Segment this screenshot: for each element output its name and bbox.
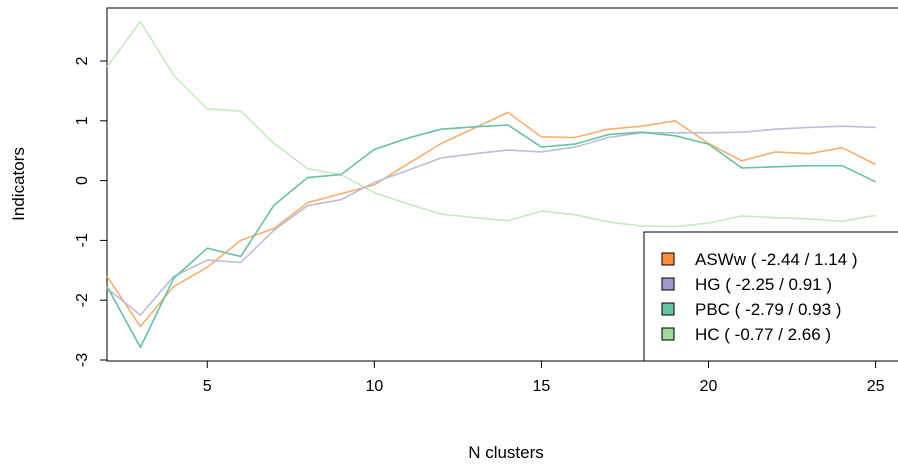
legend-swatch (661, 252, 675, 266)
legend-swatch (661, 327, 675, 341)
plot-frame (106, 7, 898, 362)
x-tick-label: 20 (700, 378, 718, 395)
x-tick-label: 10 (365, 378, 383, 395)
legend-label: PBC ( -2.79 / 0.93 ) (695, 300, 841, 319)
chart-axes: 5 10 15 20 25 -3 -2 -1 0 1 2 (74, 7, 898, 395)
series-lines (106, 20, 876, 349)
legend: ASWw ( -2.44 / 1.14 ) HG ( -2.25 / 0.91 )… (643, 231, 898, 362)
y-tick-label: -2 (74, 293, 91, 307)
legend-label: HG ( -2.25 / 0.91 ) (695, 275, 832, 294)
x-tick-label: 25 (867, 378, 885, 395)
legend-box (643, 231, 898, 362)
x-axis-title: N clusters (468, 443, 544, 462)
series-line-hg (106, 125, 876, 316)
legend-label: ASWw ( -2.44 / 1.14 ) (695, 250, 858, 269)
y-axis-title: Indicators (9, 147, 28, 221)
series-line-pbc (106, 124, 876, 349)
legend-label: HC ( -0.77 / 2.66 ) (695, 325, 831, 344)
series-line-asww (106, 111, 876, 328)
y-tick-label: -1 (74, 233, 91, 247)
y-tick-label: 0 (74, 176, 91, 185)
legend-swatch (661, 277, 675, 291)
y-tick-label: -3 (74, 353, 91, 367)
x-tick-label: 15 (533, 378, 551, 395)
x-tick-label: 5 (203, 378, 212, 395)
legend-swatch (661, 302, 675, 316)
y-tick-label: 2 (74, 56, 91, 65)
y-tick-label: 1 (74, 116, 91, 125)
series-line-hc (106, 20, 876, 228)
